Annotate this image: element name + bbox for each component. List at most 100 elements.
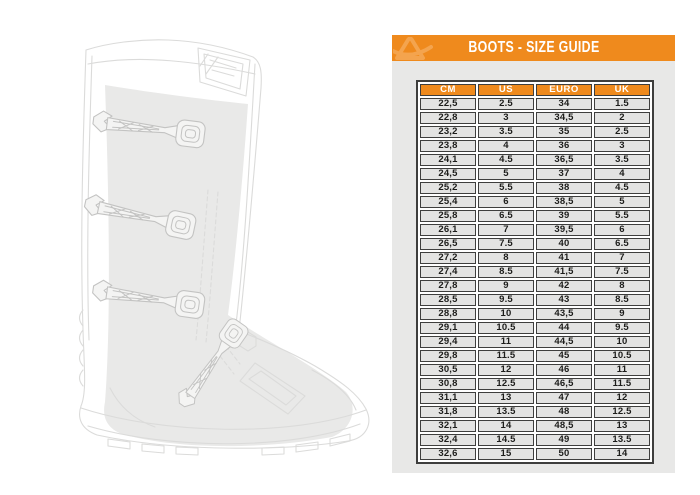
size-cell: 4 [594, 168, 650, 180]
size-cell: 41 [536, 252, 592, 264]
size-cell: 46,5 [536, 378, 592, 390]
size-cell: 3.5 [478, 126, 534, 138]
size-cell: 34,5 [536, 112, 592, 124]
size-cell: 32,4 [420, 434, 476, 446]
size-cell: 4.5 [594, 182, 650, 194]
size-table-row: 29,1 10.5 44 9.5 [420, 322, 650, 334]
size-cell: 27,4 [420, 266, 476, 278]
size-cell: 10 [478, 308, 534, 320]
size-cell: 36,5 [536, 154, 592, 166]
size-table-row: 29,4 11 44,5 10 [420, 336, 650, 348]
size-cell: 32,1 [420, 420, 476, 432]
size-table-row: 28,8 10 43,5 9 [420, 308, 650, 320]
banner-title: BOOTS - SIZE GUIDE [392, 35, 675, 61]
size-column-header: EURO [536, 84, 592, 96]
size-cell: 6 [594, 224, 650, 236]
size-cell: 42 [536, 280, 592, 292]
size-table-row: 27,8 9 42 8 [420, 280, 650, 292]
size-cell: 27,2 [420, 252, 476, 264]
size-cell: 9 [594, 308, 650, 320]
size-cell: 48 [536, 406, 592, 418]
size-cell: 25,8 [420, 210, 476, 222]
size-cell: 4.5 [478, 154, 534, 166]
size-cell: 10.5 [594, 350, 650, 362]
size-cell: 5 [594, 196, 650, 208]
size-cell: 6.5 [478, 210, 534, 222]
size-cell: 32,6 [420, 448, 476, 460]
size-cell: 8 [594, 280, 650, 292]
size-cell: 12.5 [478, 378, 534, 390]
size-cell: 47 [536, 392, 592, 404]
size-table: CM US EURO UK 22,5 2.5 34 1.5 22,8 3 34,5 2 23,2 3.5 3… [416, 80, 654, 464]
size-table-row: 28,5 9.5 43 8.5 [420, 294, 650, 306]
size-cell: 31,1 [420, 392, 476, 404]
size-cell: 12 [594, 392, 650, 404]
size-cell: 22,8 [420, 112, 476, 124]
size-cell: 30,5 [420, 364, 476, 376]
size-cell: 24,5 [420, 168, 476, 180]
size-cell: 7.5 [594, 266, 650, 278]
size-cell: 35 [536, 126, 592, 138]
size-cell: 14 [594, 448, 650, 460]
size-cell: 13 [594, 420, 650, 432]
banner-title-text: BOOTS - SIZE GUIDE [467, 39, 600, 56]
size-cell: 39 [536, 210, 592, 222]
size-table-header-row: CM US EURO UK [420, 84, 650, 96]
size-cell: 30,8 [420, 378, 476, 390]
motocross-boot-illustration-icon [78, 39, 370, 456]
size-cell: 3 [478, 112, 534, 124]
size-cell: 15 [478, 448, 534, 460]
size-cell: 6 [478, 196, 534, 208]
size-table-row: 27,4 8.5 41,5 7.5 [420, 266, 650, 278]
size-cell: 7 [594, 252, 650, 264]
size-cell: 41,5 [536, 266, 592, 278]
size-table-row: 26,5 7.5 40 6.5 [420, 238, 650, 250]
size-cell: 23,8 [420, 140, 476, 152]
size-cell: 9.5 [594, 322, 650, 334]
size-cell: 7.5 [478, 238, 534, 250]
size-cell: 45 [536, 350, 592, 362]
size-table-row: 22,5 2.5 34 1.5 [420, 98, 650, 110]
size-cell: 44,5 [536, 336, 592, 348]
size-cell: 2.5 [478, 98, 534, 110]
size-cell: 11 [478, 336, 534, 348]
size-cell: 4 [478, 140, 534, 152]
size-table-row: 22,8 3 34,5 2 [420, 112, 650, 124]
size-cell: 2.5 [594, 126, 650, 138]
size-cell: 29,1 [420, 322, 476, 334]
size-cell: 5.5 [594, 210, 650, 222]
size-table-row: 23,8 4 36 3 [420, 140, 650, 152]
size-cell: 5 [478, 168, 534, 180]
size-cell: 25,2 [420, 182, 476, 194]
size-cell: 37 [536, 168, 592, 180]
size-table-row: 25,4 6 38,5 5 [420, 196, 650, 208]
boot-illustration [50, 10, 395, 480]
size-cell: 7 [478, 224, 534, 236]
size-cell: 8.5 [478, 266, 534, 278]
size-cell: 48,5 [536, 420, 592, 432]
size-cell: 31,8 [420, 406, 476, 418]
size-cell: 28,5 [420, 294, 476, 306]
size-cell: 9 [478, 280, 534, 292]
size-cell: 28,8 [420, 308, 476, 320]
size-cell: 38 [536, 182, 592, 194]
size-cell: 8.5 [594, 294, 650, 306]
size-column-header: US [478, 84, 534, 96]
size-cell: 36 [536, 140, 592, 152]
size-cell: 23,2 [420, 126, 476, 138]
size-table-row: 32,1 14 48,5 13 [420, 420, 650, 432]
size-cell: 46 [536, 364, 592, 376]
size-cell: 9.5 [478, 294, 534, 306]
size-table-row: 32,4 14.5 49 13.5 [420, 434, 650, 446]
size-cell: 1.5 [594, 98, 650, 110]
size-cell: 14.5 [478, 434, 534, 446]
size-table-row: 26,1 7 39,5 6 [420, 224, 650, 236]
size-table-row: 23,2 3.5 35 2.5 [420, 126, 650, 138]
size-guide-banner: BOOTS - SIZE GUIDE [392, 35, 675, 61]
size-table-row: 31,8 13.5 48 12.5 [420, 406, 650, 418]
size-cell: 43,5 [536, 308, 592, 320]
size-table-row: 30,5 12 46 11 [420, 364, 650, 376]
size-cell: 13.5 [478, 406, 534, 418]
acerbis-logo-icon [393, 37, 433, 60]
size-cell: 11.5 [594, 378, 650, 390]
